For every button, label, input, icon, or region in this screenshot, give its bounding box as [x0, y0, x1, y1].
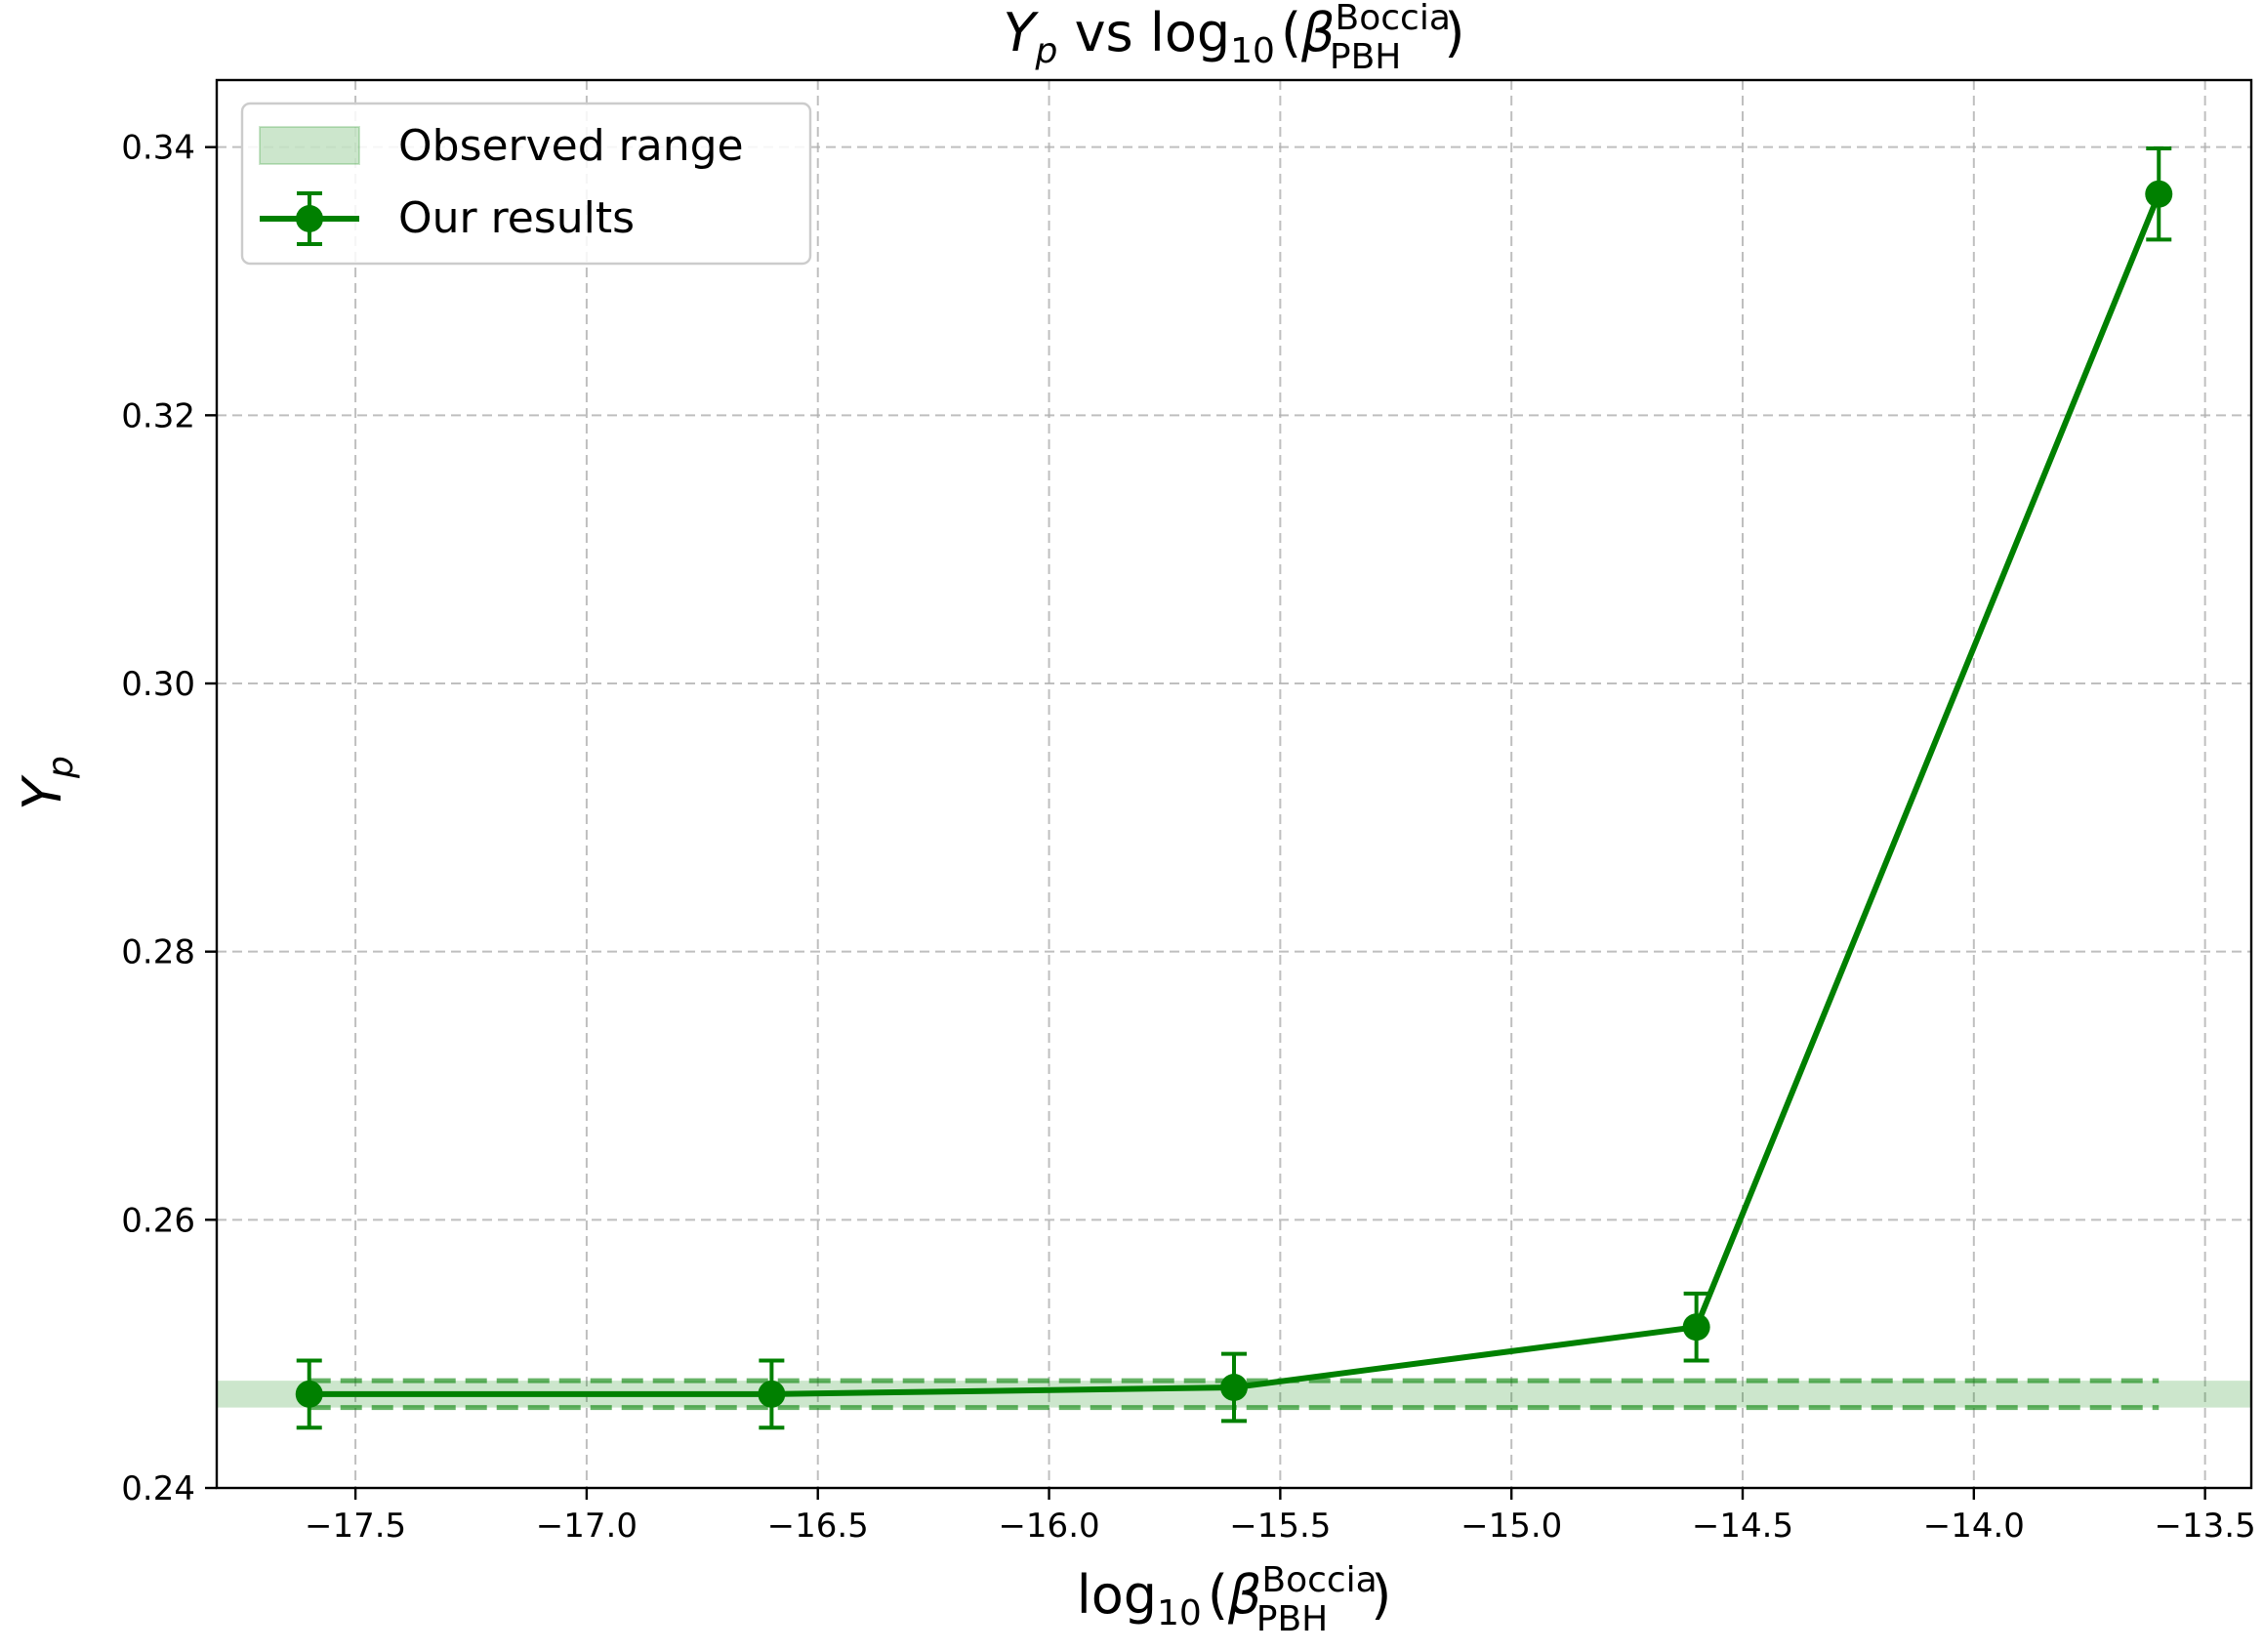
x-tick-label: −16.0 [998, 1507, 1099, 1546]
x-tick-label: −14.0 [1923, 1507, 2025, 1546]
y-tick-label: 0.30 [121, 665, 195, 704]
legend-frame [240, 102, 812, 266]
y-tick-label: 0.26 [121, 1201, 195, 1240]
y-axis-ticks: 0.24 0.26 0.28 0.30 0.32 0.34 [121, 129, 217, 1508]
y-tick-label: 0.34 [121, 129, 195, 168]
x-tick-label: −15.0 [1461, 1507, 1562, 1546]
x-tick-label: −13.5 [2155, 1507, 2256, 1546]
legend: Observed range Our results [240, 102, 812, 266]
y-tick-label: 0.28 [121, 933, 195, 972]
x-axis-title: log10 (βBoccia PBH) [1077, 1560, 1392, 1639]
x-tick-label: −14.5 [1692, 1507, 1793, 1546]
y-tick-label: 0.32 [121, 396, 195, 435]
data-point [1682, 1313, 1710, 1342]
legend-swatch-observed-range [259, 126, 360, 165]
legend-swatch-our-results [260, 191, 359, 246]
data-point [758, 1380, 786, 1408]
data-point [1220, 1374, 1248, 1401]
data-point [295, 1380, 323, 1408]
x-tick-label: −17.0 [536, 1507, 638, 1546]
x-tick-label: −17.5 [305, 1507, 406, 1546]
x-tick-label: −16.5 [767, 1507, 869, 1546]
series-our-results [295, 146, 2173, 1430]
x-tick-label: −15.5 [1229, 1507, 1331, 1546]
legend-label-our-results: Our results [398, 193, 635, 243]
data-point [2145, 180, 2173, 208]
plot-area-frame [215, 78, 2253, 1490]
y-axis-title: Yp [12, 756, 81, 810]
grid [217, 80, 2251, 1489]
chart-title: Yp vs log10 (βBoccia PBH) [1004, 0, 1465, 77]
x-axis-ticks: −17.5 −17.0 −16.5 −16.0 −15.5 −15.0 −14.5 −14.0… [305, 1488, 2256, 1546]
legend-label-observed-range: Observed range [398, 121, 744, 171]
y-tick-label: 0.24 [121, 1469, 195, 1508]
